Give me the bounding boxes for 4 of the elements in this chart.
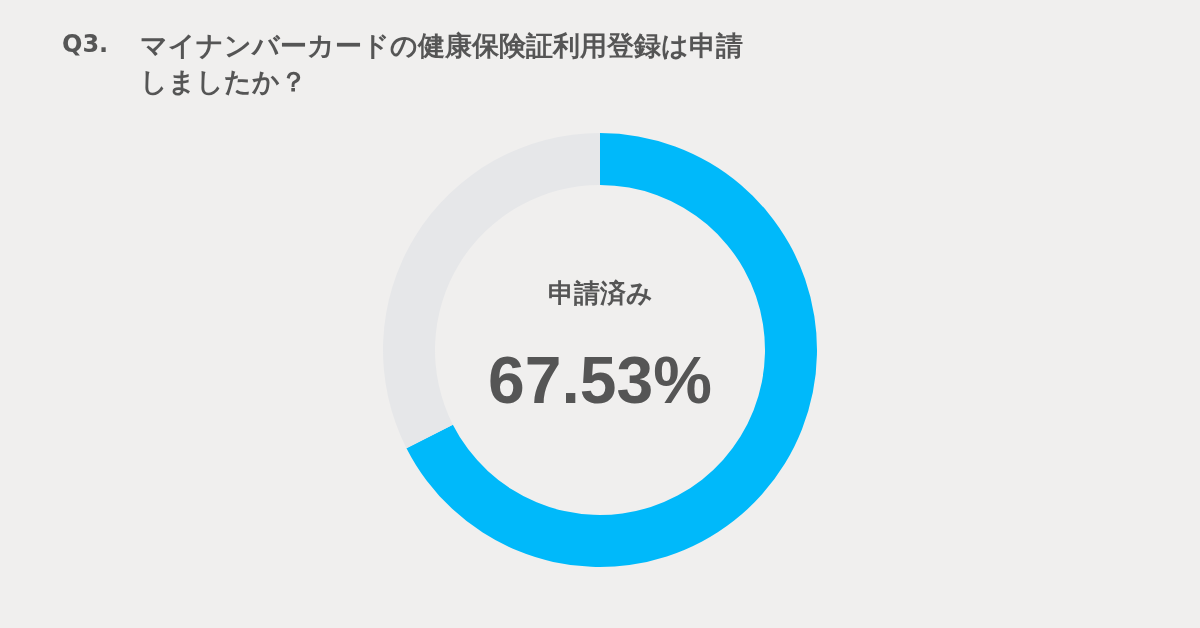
text: Q3. <box>62 30 109 58</box>
chart-subtitle: マイナンバーカードの健康保険証利用登録は申請しましたか？ <box>140 29 744 99</box>
data-label: 67.53% <box>488 343 712 417</box>
slice-label: 申請済み <box>547 278 653 308</box>
